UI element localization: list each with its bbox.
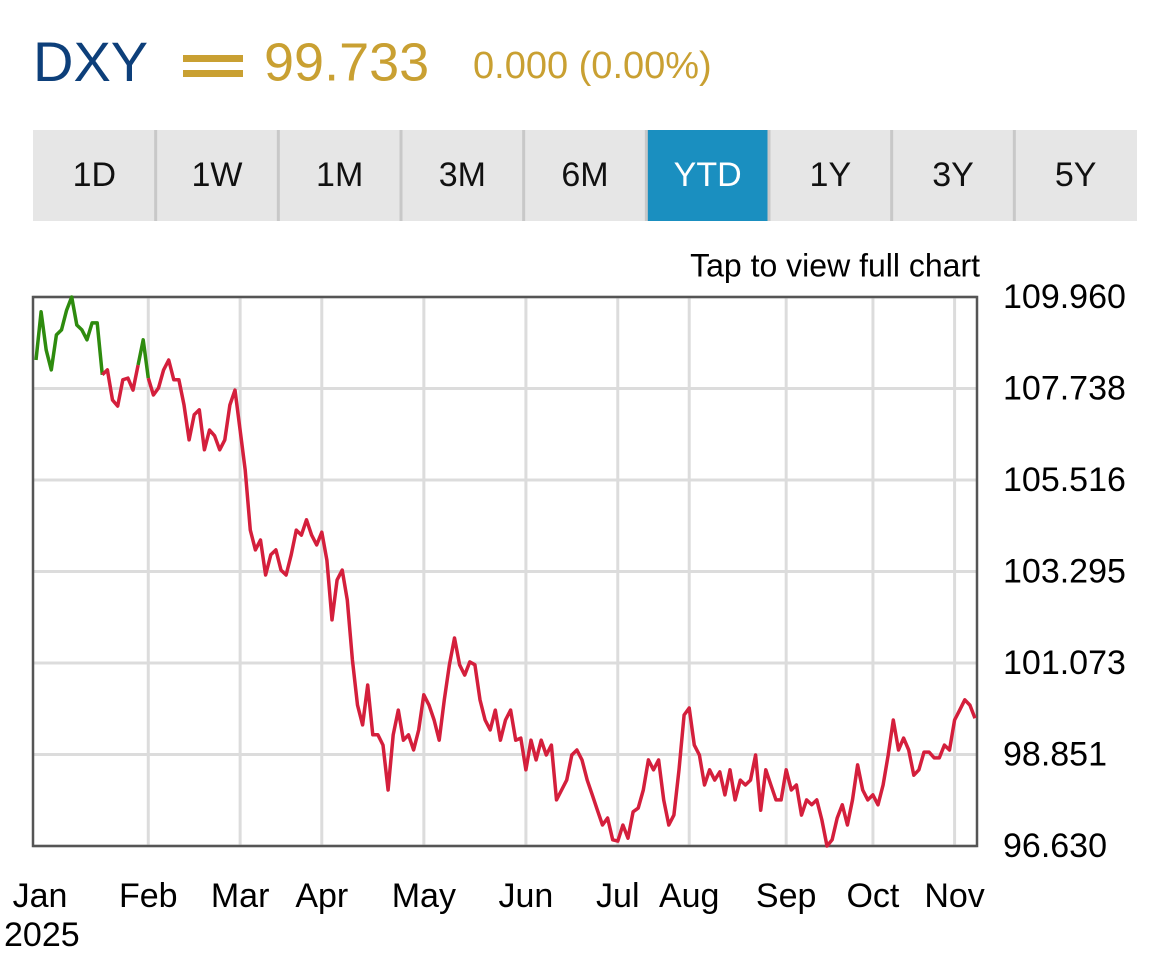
tab-label[interactable]: 6M xyxy=(561,156,608,194)
flat-icon xyxy=(183,70,243,77)
tab-divider xyxy=(399,130,403,221)
tab-divider xyxy=(154,130,158,221)
price: 99.733 xyxy=(264,32,429,92)
tab-divider xyxy=(1012,130,1016,221)
price-line xyxy=(136,338,151,379)
tab-label[interactable]: 5Y xyxy=(1055,156,1097,194)
x-tick-label: Aug xyxy=(659,877,720,915)
tab[interactable] xyxy=(769,130,892,221)
price-line xyxy=(101,364,140,408)
y-tick-label: 105.516 xyxy=(1003,461,1126,499)
tab[interactable] xyxy=(523,130,647,221)
plot: 109.960 107.738 105.516 103.295 101.073 98.85… xyxy=(4,278,1126,954)
y-tick-label: 107.738 xyxy=(1003,369,1126,407)
tab-label[interactable]: 1D xyxy=(73,156,116,194)
x-tick-label: Jul xyxy=(596,877,639,915)
x-tick-label: May xyxy=(392,877,456,915)
x-tick-label: Mar xyxy=(211,877,270,915)
price-line xyxy=(146,358,977,848)
tab[interactable] xyxy=(891,130,1015,221)
tab-label[interactable]: 1M xyxy=(316,156,363,194)
x-tick-label: Jun xyxy=(498,877,553,915)
tab-divider xyxy=(644,130,648,221)
x-tick-label: Oct xyxy=(846,877,899,915)
tab[interactable] xyxy=(278,130,401,221)
x-tick-label: Apr xyxy=(295,877,348,915)
price-line xyxy=(34,295,105,375)
y-tick-label: 101.073 xyxy=(1003,644,1126,682)
tab[interactable] xyxy=(646,130,769,221)
tab-bar: 1D 1W 1M 3M 6M YTD 1Y 3Y 5Y xyxy=(33,130,1137,221)
plot-frame xyxy=(31,295,979,848)
change: 0.000 (0.00%) xyxy=(473,45,712,87)
y-tick-label: 98.851 xyxy=(1003,736,1107,774)
tab[interactable] xyxy=(401,130,524,221)
x-tick-label: Sep xyxy=(756,877,817,915)
x-tick-label: Nov xyxy=(924,877,984,915)
flat-icon xyxy=(183,55,243,62)
tab[interactable] xyxy=(33,130,156,221)
tab-label[interactable]: 1Y xyxy=(810,156,852,194)
y-tick-label: 109.960 xyxy=(1003,278,1126,316)
tab-divider xyxy=(767,130,771,221)
tab-label[interactable]: 3M xyxy=(439,156,486,194)
tab-divider xyxy=(276,130,280,221)
tab[interactable] xyxy=(155,130,279,221)
x-tick-label: Feb xyxy=(119,877,178,915)
x-tick-label: Jan xyxy=(13,877,68,915)
tab[interactable] xyxy=(1014,130,1137,221)
tab-divider xyxy=(890,130,894,221)
tab-label[interactable]: 1W xyxy=(192,156,243,194)
hint[interactable]: Tap to view full chart xyxy=(690,247,980,283)
tab-label[interactable]: 3Y xyxy=(932,156,974,194)
y-tick-label: 96.630 xyxy=(1003,827,1107,865)
symbol: DXY xyxy=(33,30,148,93)
tab-label[interactable]: YTD xyxy=(674,156,742,194)
tab-divider xyxy=(522,130,526,221)
y-tick-label: 103.295 xyxy=(1003,552,1126,590)
x-year-label: 2025 xyxy=(4,916,80,954)
